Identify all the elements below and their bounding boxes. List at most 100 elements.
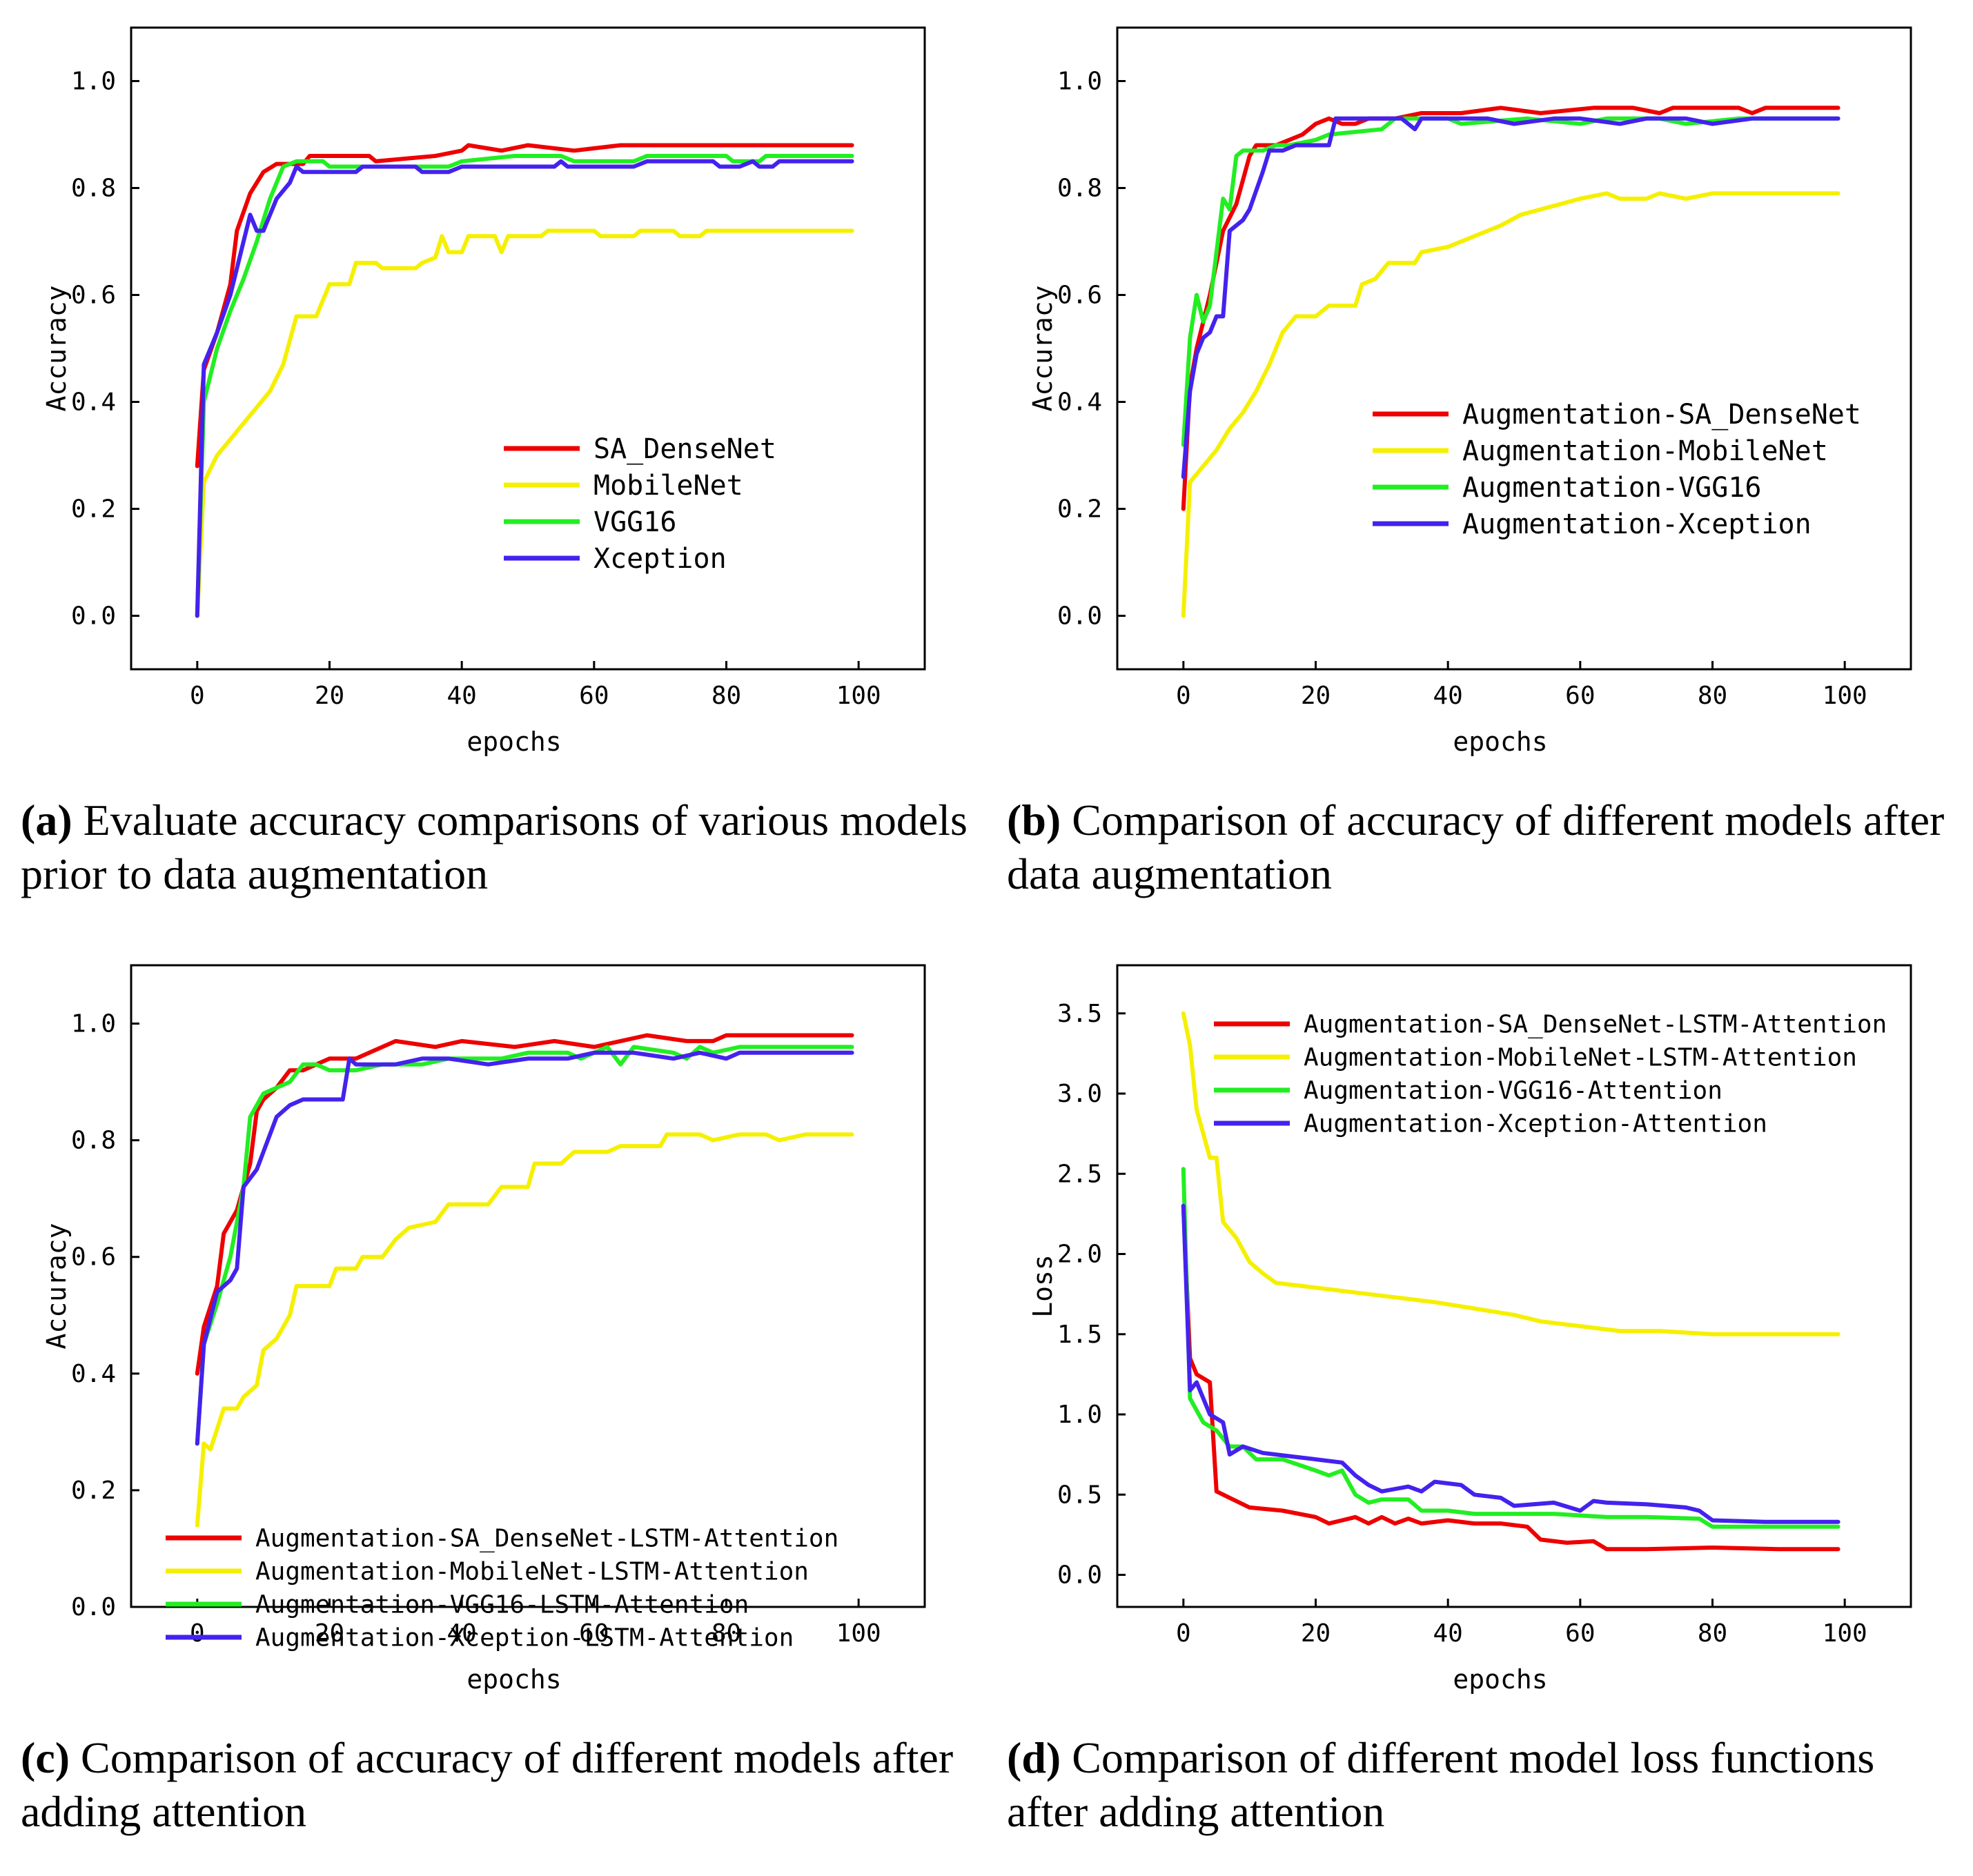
y-tick-label: 0.4 bbox=[1057, 388, 1102, 417]
series-line bbox=[195, 159, 854, 618]
legend-label: Augmentation-SA_DenseNet-LSTM-Attention bbox=[1304, 1011, 1887, 1039]
legend-label: SA_DenseNet bbox=[593, 433, 776, 465]
x-tick-label: 40 bbox=[1433, 682, 1462, 710]
plot-frame bbox=[1116, 964, 1912, 1608]
legend-label: Augmentation-VGG16-Attention bbox=[1304, 1077, 1722, 1105]
legend-label: Augmentation-Xception-Attention bbox=[1304, 1110, 1767, 1138]
y-tick-label: 1.0 bbox=[71, 68, 116, 96]
y-tick-label: 0.6 bbox=[71, 282, 116, 310]
y-tick-label: 0.2 bbox=[71, 495, 116, 524]
x-tick-label: 60 bbox=[1565, 1619, 1595, 1648]
x-tick-label: 100 bbox=[836, 1619, 881, 1648]
x-tick-label: 80 bbox=[1698, 682, 1727, 710]
chart-d: 0 20 40 60 80 100 0.0 0.5 1.0 1.5 2.0 2.5 3.0 3.5 epoc… bbox=[1028, 964, 1912, 1695]
y-tick-label: 0.8 bbox=[71, 175, 116, 203]
y-tick-label: 2.5 bbox=[1057, 1160, 1102, 1188]
x-tick-label: 40 bbox=[446, 682, 476, 710]
legend-label: Augmentation-MobileNet-LSTM-Attention bbox=[255, 1558, 809, 1586]
x-tick-label: 20 bbox=[1301, 1619, 1331, 1648]
y-tick-label: 1.0 bbox=[1057, 68, 1102, 96]
x-tick-label: 60 bbox=[579, 682, 609, 710]
x-tick-label: 80 bbox=[1698, 1619, 1727, 1648]
caption-text: Comparison of accuracy of different mode… bbox=[1007, 796, 1945, 898]
legend-label: Augmentation-VGG16-LSTM-Attention bbox=[255, 1591, 749, 1619]
caption-label: (a) bbox=[21, 796, 72, 845]
series-line bbox=[195, 228, 854, 618]
x-tick-label: 40 bbox=[1433, 1619, 1462, 1648]
y-tick-label: 1.0 bbox=[1057, 1401, 1102, 1429]
legend-label: Augmentation-SA_DenseNet bbox=[1462, 399, 1861, 431]
x-tick-label: 60 bbox=[1565, 682, 1595, 710]
plot-frame bbox=[130, 964, 926, 1608]
series-line bbox=[1181, 116, 1841, 479]
x-tick-label: 100 bbox=[836, 682, 881, 710]
chart-c: 0 20 40 60 80 100 0.0 0.2 0.4 0.6 0.8 1.0 epochs Accu… bbox=[41, 964, 926, 1695]
x-axis-title: epochs bbox=[467, 727, 561, 757]
x-tick-label: 80 bbox=[711, 1619, 741, 1648]
x-axis-title: epochs bbox=[467, 1664, 561, 1695]
y-tick-label: 0.6 bbox=[1057, 282, 1102, 310]
y-tick-label: 3.0 bbox=[1057, 1080, 1102, 1108]
y-tick-label: 0.2 bbox=[71, 1477, 116, 1505]
caption-d: (d) Comparison of different model loss f… bbox=[1007, 1731, 1966, 1839]
y-tick-label: 3.5 bbox=[1057, 1000, 1102, 1028]
series-line bbox=[1181, 106, 1841, 511]
series-line bbox=[1181, 191, 1841, 618]
caption-a: (a) Evaluate accuracy comparisons of var… bbox=[21, 793, 980, 901]
series-line bbox=[195, 1050, 854, 1446]
x-tick-label: 40 bbox=[446, 1619, 476, 1648]
caption-label: (d) bbox=[1007, 1733, 1061, 1782]
legend: Augmentation-SA_DenseNet-LSTM-Attention A… bbox=[1214, 1011, 1887, 1138]
legend-label: Xception bbox=[593, 543, 727, 575]
x-tick-label: 0 bbox=[1176, 1619, 1191, 1648]
plot-frame bbox=[130, 26, 926, 671]
series-line bbox=[195, 1033, 854, 1376]
y-tick-label: 0.4 bbox=[71, 1360, 116, 1388]
x-tick-label: 0 bbox=[190, 682, 205, 710]
caption-text: Comparison of accuracy of different mode… bbox=[21, 1733, 954, 1836]
series-line bbox=[195, 154, 854, 618]
x-tick-label: 0 bbox=[1176, 682, 1191, 710]
y-axis-title: Loss bbox=[1028, 1254, 1058, 1318]
caption-text: Evaluate accuracy comparisons of various… bbox=[21, 796, 968, 898]
y-tick-label: 0.4 bbox=[71, 388, 116, 417]
series-line bbox=[1181, 1167, 1841, 1529]
y-tick-label: 2.0 bbox=[1057, 1241, 1102, 1269]
series-line bbox=[1181, 1203, 1841, 1552]
x-tick-label: 100 bbox=[1823, 1619, 1867, 1648]
y-axis-title: Accuracy bbox=[41, 1223, 72, 1349]
caption-label: (c) bbox=[21, 1733, 70, 1782]
x-tick-label: 60 bbox=[579, 1619, 609, 1648]
legend: Augmentation-SA_DenseNet-LSTM-Attention A… bbox=[166, 1525, 838, 1652]
legend-label: Augmentation-Xception bbox=[1462, 509, 1812, 540]
x-tick-label: 20 bbox=[1301, 682, 1331, 710]
series-line bbox=[1181, 116, 1841, 447]
y-tick-label: 0.0 bbox=[1057, 602, 1102, 631]
legend-label: MobileNet bbox=[593, 470, 743, 502]
series-line bbox=[195, 1132, 854, 1528]
y-tick-label: 0.0 bbox=[1057, 1561, 1102, 1590]
y-tick-label: 0.5 bbox=[1057, 1481, 1102, 1509]
caption-b: (b) Comparison of accuracy of different … bbox=[1007, 793, 1966, 901]
legend-label: Augmentation-MobileNet-LSTM-Attention bbox=[1304, 1044, 1857, 1072]
y-axis-title: Accuracy bbox=[41, 285, 72, 411]
panel-b: 0 20 40 60 80 100 0.0 0.2 0.4 0.6 0.8 1.0 epochs Accu… bbox=[986, 0, 1973, 938]
y-tick-label: 0.0 bbox=[71, 602, 116, 631]
chart-b: 0 20 40 60 80 100 0.0 0.2 0.4 0.6 0.8 1.0 epochs Accu… bbox=[1028, 26, 1912, 757]
caption-c: (c) Comparison of accuracy of different … bbox=[21, 1731, 980, 1839]
legend: SA_DenseNet MobileNet VGG16 Xception bbox=[504, 433, 776, 575]
y-tick-label: 0.8 bbox=[71, 1127, 116, 1155]
panel-d: 0 20 40 60 80 100 0.0 0.5 1.0 1.5 2.0 2.5 3.0 3.5 epoc… bbox=[986, 938, 1973, 1876]
x-tick-label: 20 bbox=[315, 1619, 344, 1648]
x-tick-label: 0 bbox=[190, 1619, 205, 1648]
x-tick-label: 80 bbox=[711, 682, 741, 710]
series-line bbox=[195, 143, 854, 468]
series-line bbox=[195, 1045, 854, 1446]
chart-a: 0 20 40 60 80 100 0.0 0.2 0.4 0.6 0.8 1.0 epochs Accu… bbox=[41, 26, 926, 757]
panel-a: 0 20 40 60 80 100 0.0 0.2 0.4 0.6 0.8 1.0 epochs Accu… bbox=[0, 0, 986, 938]
series-line bbox=[1181, 1203, 1841, 1524]
legend-label: VGG16 bbox=[593, 506, 676, 538]
y-axis-title: Accuracy bbox=[1028, 285, 1058, 411]
legend-label: Augmentation-Xception-LSTM-Attention bbox=[255, 1624, 794, 1652]
